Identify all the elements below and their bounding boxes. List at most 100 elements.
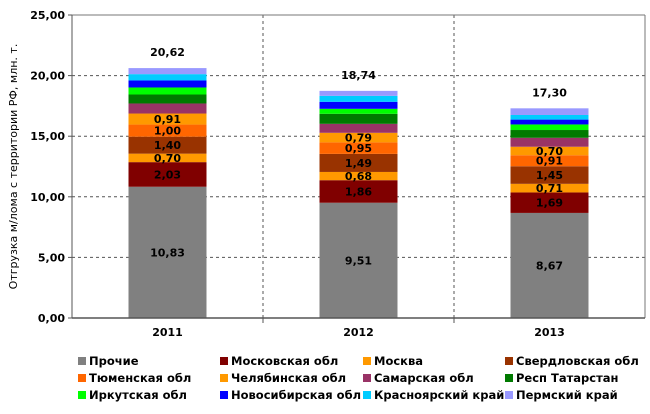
data-label: 2,03 — [154, 168, 181, 181]
bar-segment — [128, 68, 207, 75]
legend-item: Самарская обл — [363, 371, 474, 385]
x-tick-label: 2011 — [152, 326, 183, 339]
bar-segment — [128, 136, 207, 154]
legend-swatch — [78, 357, 86, 365]
bar-segment — [128, 153, 207, 163]
bar-segment — [319, 90, 398, 96]
data-label: 0,79 — [345, 132, 372, 145]
y-tick-label: 15,00 — [30, 130, 65, 143]
bar-segment — [128, 186, 207, 318]
legend-swatch — [505, 374, 513, 382]
legend-label: Челябинская обл — [231, 371, 347, 385]
legend-swatch — [363, 374, 371, 382]
legend-swatch — [363, 391, 371, 399]
legend-swatch — [505, 357, 513, 365]
data-label: 1,00 — [154, 125, 181, 138]
legend-swatch — [220, 357, 228, 365]
bar-segment — [128, 113, 207, 125]
bar-segment — [319, 142, 398, 154]
x-tick-label: 2013 — [534, 326, 565, 339]
bar-segment — [128, 94, 207, 104]
data-label: 0,70 — [536, 145, 563, 158]
legend-label: Новосибирская обл — [231, 388, 362, 402]
bar-segment — [128, 87, 207, 95]
bar-segment — [319, 202, 398, 318]
bar-segment — [510, 124, 589, 131]
data-label: 0,68 — [345, 170, 372, 183]
legend-label: Московская обл — [231, 354, 339, 368]
data-label: 0,91 — [154, 113, 181, 126]
data-label: 0,70 — [154, 152, 181, 165]
bar-segment — [510, 119, 589, 125]
bar-segment — [510, 183, 589, 193]
legend-item: Пермский край — [505, 388, 618, 402]
bar-segment — [510, 155, 589, 167]
bar-segment — [510, 108, 589, 115]
data-label: 9,51 — [345, 254, 372, 267]
data-label: 0,71 — [536, 182, 563, 195]
y-tick-label: 5,00 — [38, 251, 65, 264]
total-label: 20,62 — [150, 46, 185, 59]
data-label: 1,45 — [536, 169, 563, 182]
legend-label: Иркутская обл — [89, 388, 187, 402]
bar-segment — [319, 123, 398, 133]
data-label: 10,83 — [150, 246, 185, 259]
legend-item: Москва — [363, 354, 423, 368]
bar-segment — [510, 192, 589, 213]
data-label: 8,67 — [536, 259, 563, 272]
bar-segment — [319, 95, 398, 102]
legend-label: Красноярский край — [374, 388, 505, 402]
legend-item: Новосибирская обл — [220, 388, 361, 402]
legend-label: Прочие — [89, 354, 139, 368]
bar-segment — [128, 103, 207, 114]
legend-swatch — [220, 374, 228, 382]
legend-swatch — [363, 357, 371, 365]
data-label: 1,86 — [345, 185, 372, 198]
bar-segment — [128, 80, 207, 88]
data-label: 1,49 — [345, 157, 372, 170]
total-label: 17,30 — [532, 86, 567, 99]
bar-segment — [510, 137, 589, 147]
data-label: 0,95 — [345, 142, 372, 155]
legend-item: Иркутская обл — [78, 388, 187, 402]
legend-swatch — [78, 391, 86, 399]
data-label: 0,91 — [536, 155, 563, 168]
bar-segment — [510, 114, 589, 120]
legend-label: Свердловская обл — [516, 354, 639, 368]
legend-item: Прочие — [78, 354, 139, 368]
bar-segment — [128, 124, 207, 137]
bar-segment — [319, 171, 398, 181]
bar-segment — [510, 212, 589, 318]
legend-item: Московская обл — [220, 354, 338, 368]
legend-label: Пермский край — [516, 388, 618, 402]
bar-segment — [128, 162, 207, 187]
bar-segment — [319, 113, 398, 124]
data-label: 1,69 — [536, 197, 563, 210]
bar-segment — [128, 74, 207, 81]
legend-label: Самарская обл — [374, 371, 474, 385]
legend-label: Москва — [374, 354, 424, 368]
legend-item: Челябинская обл — [220, 371, 346, 385]
bar-segment — [319, 180, 398, 203]
total-label: 18,74 — [341, 69, 376, 82]
legend-item: Красноярский край — [363, 388, 504, 402]
legend-label: Респ Татарстан — [516, 371, 619, 385]
bar-segment — [319, 153, 398, 172]
legend-swatch — [220, 391, 228, 399]
bar-segment — [510, 166, 589, 184]
bar-segment — [319, 108, 398, 114]
bar-segment — [510, 130, 589, 138]
bar-segment — [319, 101, 398, 109]
legend-label: Тюменская обл — [89, 371, 192, 385]
y-tick-label: 0,00 — [38, 312, 65, 325]
legend-item: Тюменская обл — [78, 371, 191, 385]
data-label: 1,40 — [154, 139, 181, 152]
y-tick-label: 20,00 — [30, 70, 65, 83]
x-tick-label: 2012 — [343, 326, 374, 339]
y-tick-label: 10,00 — [30, 191, 65, 204]
bar-segment — [319, 132, 398, 143]
legend-item: Свердловская обл — [505, 354, 639, 368]
legend-swatch — [78, 374, 86, 382]
legend-swatch — [505, 391, 513, 399]
